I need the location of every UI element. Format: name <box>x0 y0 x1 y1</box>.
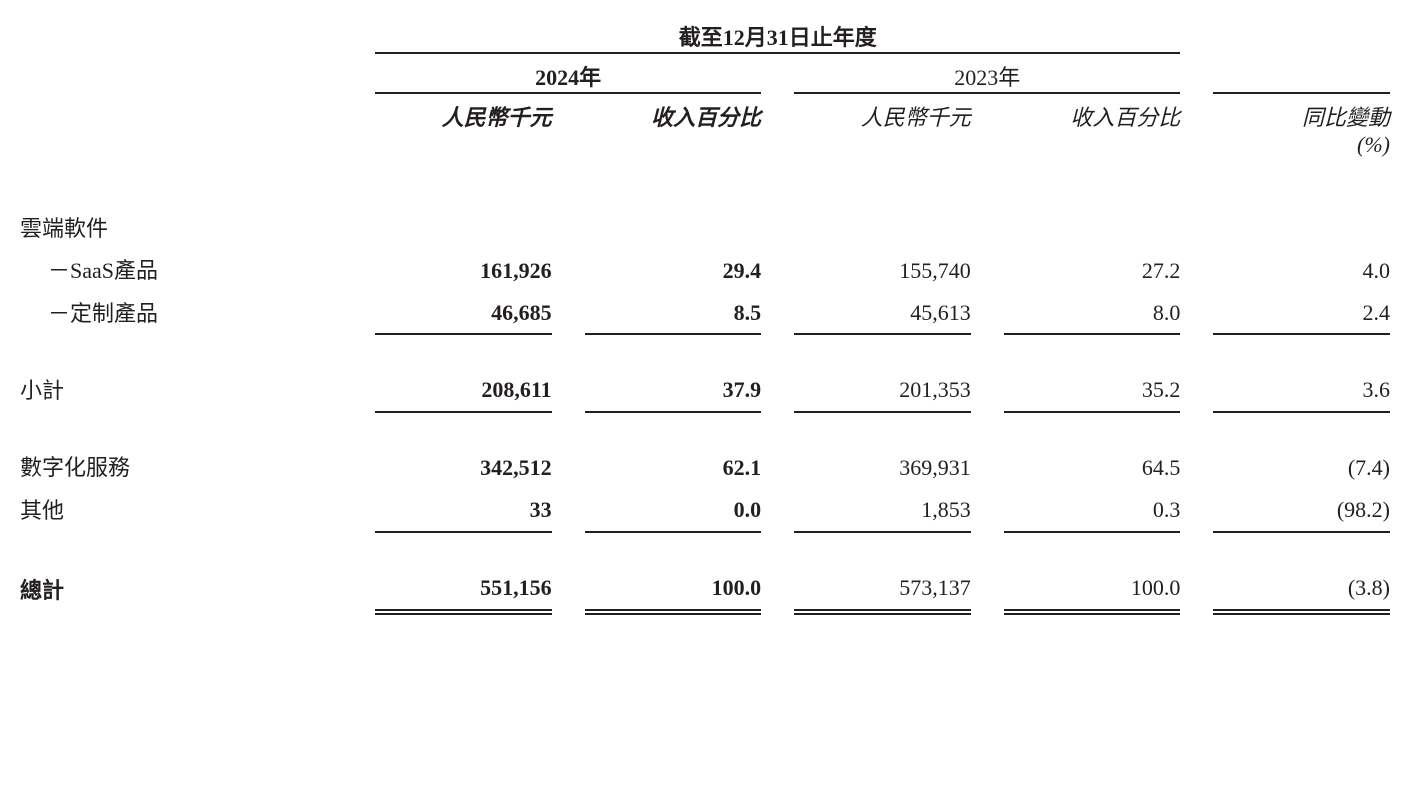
header-pct-2024: 收入百分比 <box>585 100 761 132</box>
row-total-p23: 100.0 <box>1004 567 1181 612</box>
header-yoy: 同比變動 <box>1213 100 1390 132</box>
row-total-p24: 100.0 <box>585 567 761 612</box>
header-rmb-2024: 人民幣千元 <box>375 100 551 132</box>
row-other-v24: 33 <box>375 489 551 532</box>
row-saas-v23: 155,740 <box>794 250 970 292</box>
row-custom-chg: 2.4 <box>1213 292 1390 335</box>
row-custom-v23: 45,613 <box>794 292 970 335</box>
row-digital-v23: 369,931 <box>794 447 970 489</box>
row-custom-v24: 46,685 <box>375 292 551 335</box>
period-title: 截至12月31日止年度 <box>375 20 1180 53</box>
row-digital-p24: 62.1 <box>585 447 761 489</box>
header-yoy-unit: (%) <box>1213 132 1390 158</box>
row-custom-p23: 8.0 <box>1004 292 1181 335</box>
row-saas-label: －SaaS產品 <box>20 250 296 292</box>
row-digital-p23: 64.5 <box>1004 447 1181 489</box>
header-rmb-2023: 人民幣千元 <box>794 100 970 132</box>
row-saas-p23: 27.2 <box>1004 250 1181 292</box>
row-other-v23: 1,853 <box>794 489 970 532</box>
row-digital-chg: (7.4) <box>1213 447 1390 489</box>
row-subtotal-chg: 3.6 <box>1213 369 1390 412</box>
row-digital-v24: 342,512 <box>375 447 551 489</box>
row-saas-v24: 161,926 <box>375 250 551 292</box>
row-saas-p24: 29.4 <box>585 250 761 292</box>
row-saas-chg: 4.0 <box>1213 250 1390 292</box>
row-digital-label: 數字化服務 <box>20 447 296 489</box>
row-total-v24: 551,156 <box>375 567 551 612</box>
row-other-p23: 0.3 <box>1004 489 1181 532</box>
header-year-2023: 2023年 <box>794 60 1180 93</box>
row-subtotal-v24: 208,611 <box>375 369 551 412</box>
row-custom-label: －定制產品 <box>20 292 296 335</box>
row-subtotal-v23: 201,353 <box>794 369 970 412</box>
row-other-chg: (98.2) <box>1213 489 1390 532</box>
header-pct-2023: 收入百分比 <box>1004 100 1181 132</box>
row-cloud-software-label: 雲端軟件 <box>20 208 296 250</box>
row-other-p24: 0.0 <box>585 489 761 532</box>
revenue-breakdown-table: 截至12月31日止年度 2024年 2023年 人民幣千元 收入百分比 人民幣千… <box>20 20 1390 615</box>
row-subtotal-p23: 35.2 <box>1004 369 1181 412</box>
row-subtotal-label: 小計 <box>20 369 296 412</box>
row-total-v23: 573,137 <box>794 567 970 612</box>
row-total-chg: (3.8) <box>1213 567 1390 612</box>
row-other-label: 其他 <box>20 489 296 532</box>
row-total-label: 總計 <box>20 567 296 612</box>
header-year-2024: 2024年 <box>375 60 761 93</box>
row-custom-p24: 8.5 <box>585 292 761 335</box>
row-subtotal-p24: 37.9 <box>585 369 761 412</box>
